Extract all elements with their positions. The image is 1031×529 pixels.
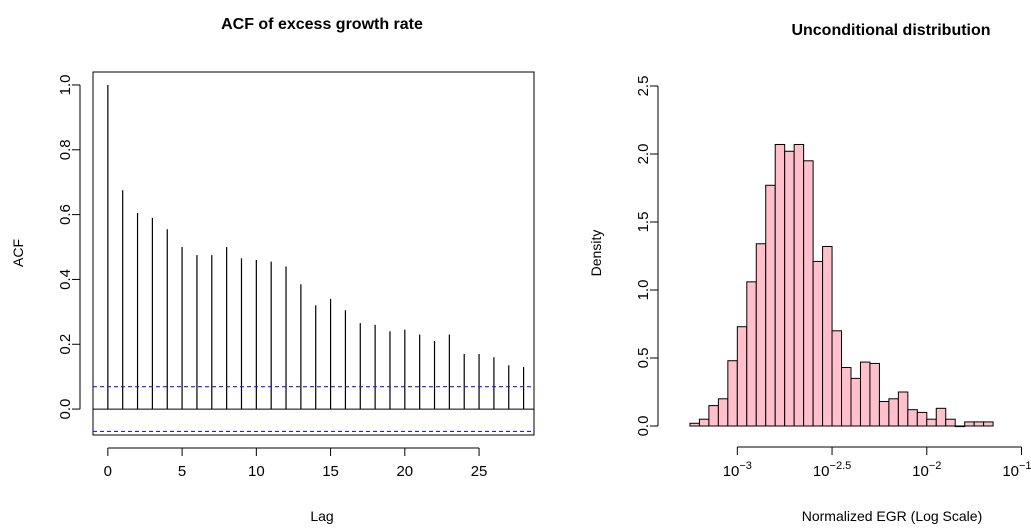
histogram-x-axis: 10−3 10−2.5 10−2 10−1.5 bbox=[723, 446, 1031, 480]
histogram-bar bbox=[850, 377, 861, 427]
histogram-y-tick-label: 2.5 bbox=[635, 76, 652, 97]
histogram-x-axis-label: Normalized EGR (Log Scale) bbox=[802, 508, 983, 524]
histogram-y-axis-label: Density bbox=[588, 230, 604, 277]
histogram-bar bbox=[822, 245, 833, 427]
acf-y-axis-label: ACF bbox=[10, 239, 26, 267]
acf-x-tick-label: 15 bbox=[322, 463, 339, 480]
histogram-x-tick-label: 10−2.5 bbox=[813, 460, 851, 480]
acf-y-tick-label: 0.6 bbox=[57, 204, 74, 225]
histogram-bar bbox=[727, 360, 738, 427]
histogram-bar bbox=[774, 143, 786, 427]
acf-x-axis: 0 5 10 15 20 25 bbox=[104, 447, 488, 480]
acf-confidence-band bbox=[93, 386, 534, 433]
acf-x-tick-label: 5 bbox=[178, 463, 186, 480]
acf-y-tick-label: 0.8 bbox=[57, 139, 74, 160]
histogram-bar bbox=[689, 422, 700, 427]
histogram-bar bbox=[755, 243, 767, 427]
histogram-bar bbox=[765, 184, 776, 427]
histogram-bar bbox=[973, 421, 985, 427]
histogram-bar bbox=[736, 326, 748, 427]
acf-x-tick-label: 10 bbox=[248, 463, 265, 480]
histogram-bar bbox=[964, 421, 975, 427]
acf-bars bbox=[93, 84, 534, 410]
histogram-bar bbox=[935, 407, 947, 427]
acf-y-tick-label: 1.0 bbox=[57, 75, 74, 96]
histogram-x-tick-label: 10−1.5 bbox=[1002, 460, 1031, 480]
histogram-y-tick-label: 0.0 bbox=[635, 416, 652, 437]
acf-x-tick-label: 0 bbox=[104, 463, 112, 480]
histogram-bar bbox=[878, 401, 890, 427]
acf-y-tick-label: 0.0 bbox=[57, 399, 74, 420]
histogram-bar bbox=[803, 160, 814, 427]
histogram-x-tick-label: 10−2 bbox=[912, 460, 941, 480]
acf-y-tick-label: 0.2 bbox=[57, 334, 74, 355]
histogram-y-tick-label: 2.0 bbox=[635, 144, 652, 165]
histogram-bar bbox=[717, 398, 729, 427]
histogram-bar bbox=[954, 425, 966, 428]
histogram-bar bbox=[907, 409, 918, 427]
histogram-y-tick-label: 0.5 bbox=[635, 348, 652, 369]
histogram-bar bbox=[746, 281, 757, 427]
acf-x-tick-label: 20 bbox=[396, 463, 413, 480]
acf-plot-box bbox=[92, 71, 535, 436]
histogram-bars bbox=[689, 143, 994, 428]
histogram-bar bbox=[831, 330, 843, 427]
histogram-bar bbox=[869, 362, 880, 427]
histogram-bar bbox=[945, 418, 956, 427]
acf-title: ACF of excess growth rate bbox=[221, 16, 423, 33]
histogram-bar bbox=[897, 391, 909, 427]
histogram-bar bbox=[888, 398, 899, 427]
histogram-bar bbox=[784, 150, 795, 427]
acf-panel: ACF of excess growth rate 0 5 10 15 20 25 0.0… bbox=[10, 16, 535, 524]
histogram-bar bbox=[983, 421, 994, 427]
acf-x-axis-label: Lag bbox=[310, 508, 333, 524]
histogram-y-tick-label: 1.0 bbox=[635, 280, 652, 301]
histogram-bar bbox=[859, 361, 871, 427]
histogram-title: Unconditional distribution bbox=[791, 22, 990, 39]
histogram-bar bbox=[708, 405, 719, 427]
histogram-y-tick-label: 1.5 bbox=[635, 212, 652, 233]
acf-y-tick-label: 0.4 bbox=[57, 269, 74, 290]
acf-x-tick-label: 25 bbox=[471, 463, 488, 480]
histogram-bar bbox=[841, 367, 852, 427]
histogram-panel: Unconditional distribution 10−3 10−2.5 10−… bbox=[588, 22, 1031, 524]
histogram-bar bbox=[698, 418, 710, 427]
histogram-bar bbox=[926, 418, 937, 427]
histogram-x-tick-label: 10−3 bbox=[723, 460, 752, 480]
histogram-y-axis: 0.0 0.5 1.0 1.5 2.0 2.5 bbox=[635, 76, 659, 437]
histogram-bar bbox=[812, 260, 824, 427]
histogram-bar bbox=[793, 143, 805, 427]
acf-y-axis: 0.0 0.2 0.4 0.6 0.8 1.0 bbox=[57, 75, 81, 420]
histogram-bar bbox=[916, 411, 928, 427]
